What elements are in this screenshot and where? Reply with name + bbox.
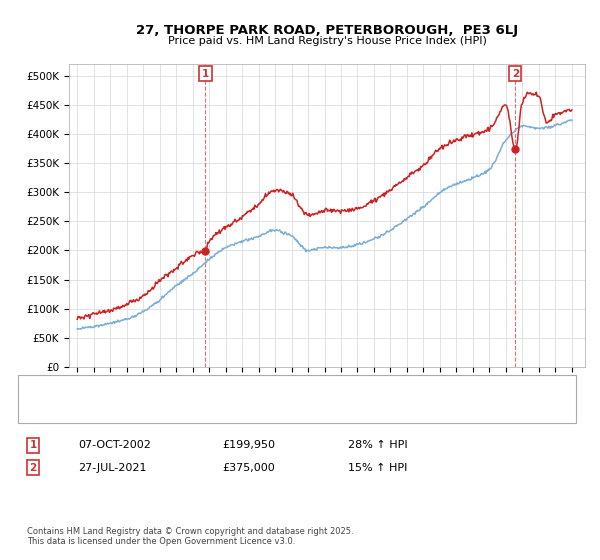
Text: £375,000: £375,000 <box>222 463 275 473</box>
Text: Contains HM Land Registry data © Crown copyright and database right 2025.
This d: Contains HM Land Registry data © Crown c… <box>27 526 353 546</box>
Text: 07-OCT-2002: 07-OCT-2002 <box>78 440 151 450</box>
Text: £199,950: £199,950 <box>222 440 275 450</box>
Text: 27, THORPE PARK ROAD, PETERBOROUGH, PE3 6LJ (detached house): 27, THORPE PARK ROAD, PETERBOROUGH, PE3 … <box>69 385 427 395</box>
Text: 1: 1 <box>29 440 37 450</box>
Text: 1: 1 <box>202 69 209 79</box>
Text: Price paid vs. HM Land Registry's House Price Index (HPI): Price paid vs. HM Land Registry's House … <box>167 36 487 46</box>
Text: 27, THORPE PARK ROAD, PETERBOROUGH,  PE3 6LJ: 27, THORPE PARK ROAD, PETERBOROUGH, PE3 … <box>136 24 518 36</box>
Text: 27-JUL-2021: 27-JUL-2021 <box>78 463 146 473</box>
Text: 2: 2 <box>29 463 37 473</box>
Text: 15% ↑ HPI: 15% ↑ HPI <box>348 463 407 473</box>
Text: 28% ↑ HPI: 28% ↑ HPI <box>348 440 407 450</box>
Text: 2: 2 <box>512 69 519 79</box>
Text: HPI: Average price, detached house, City of Peterborough: HPI: Average price, detached house, City… <box>69 399 370 409</box>
